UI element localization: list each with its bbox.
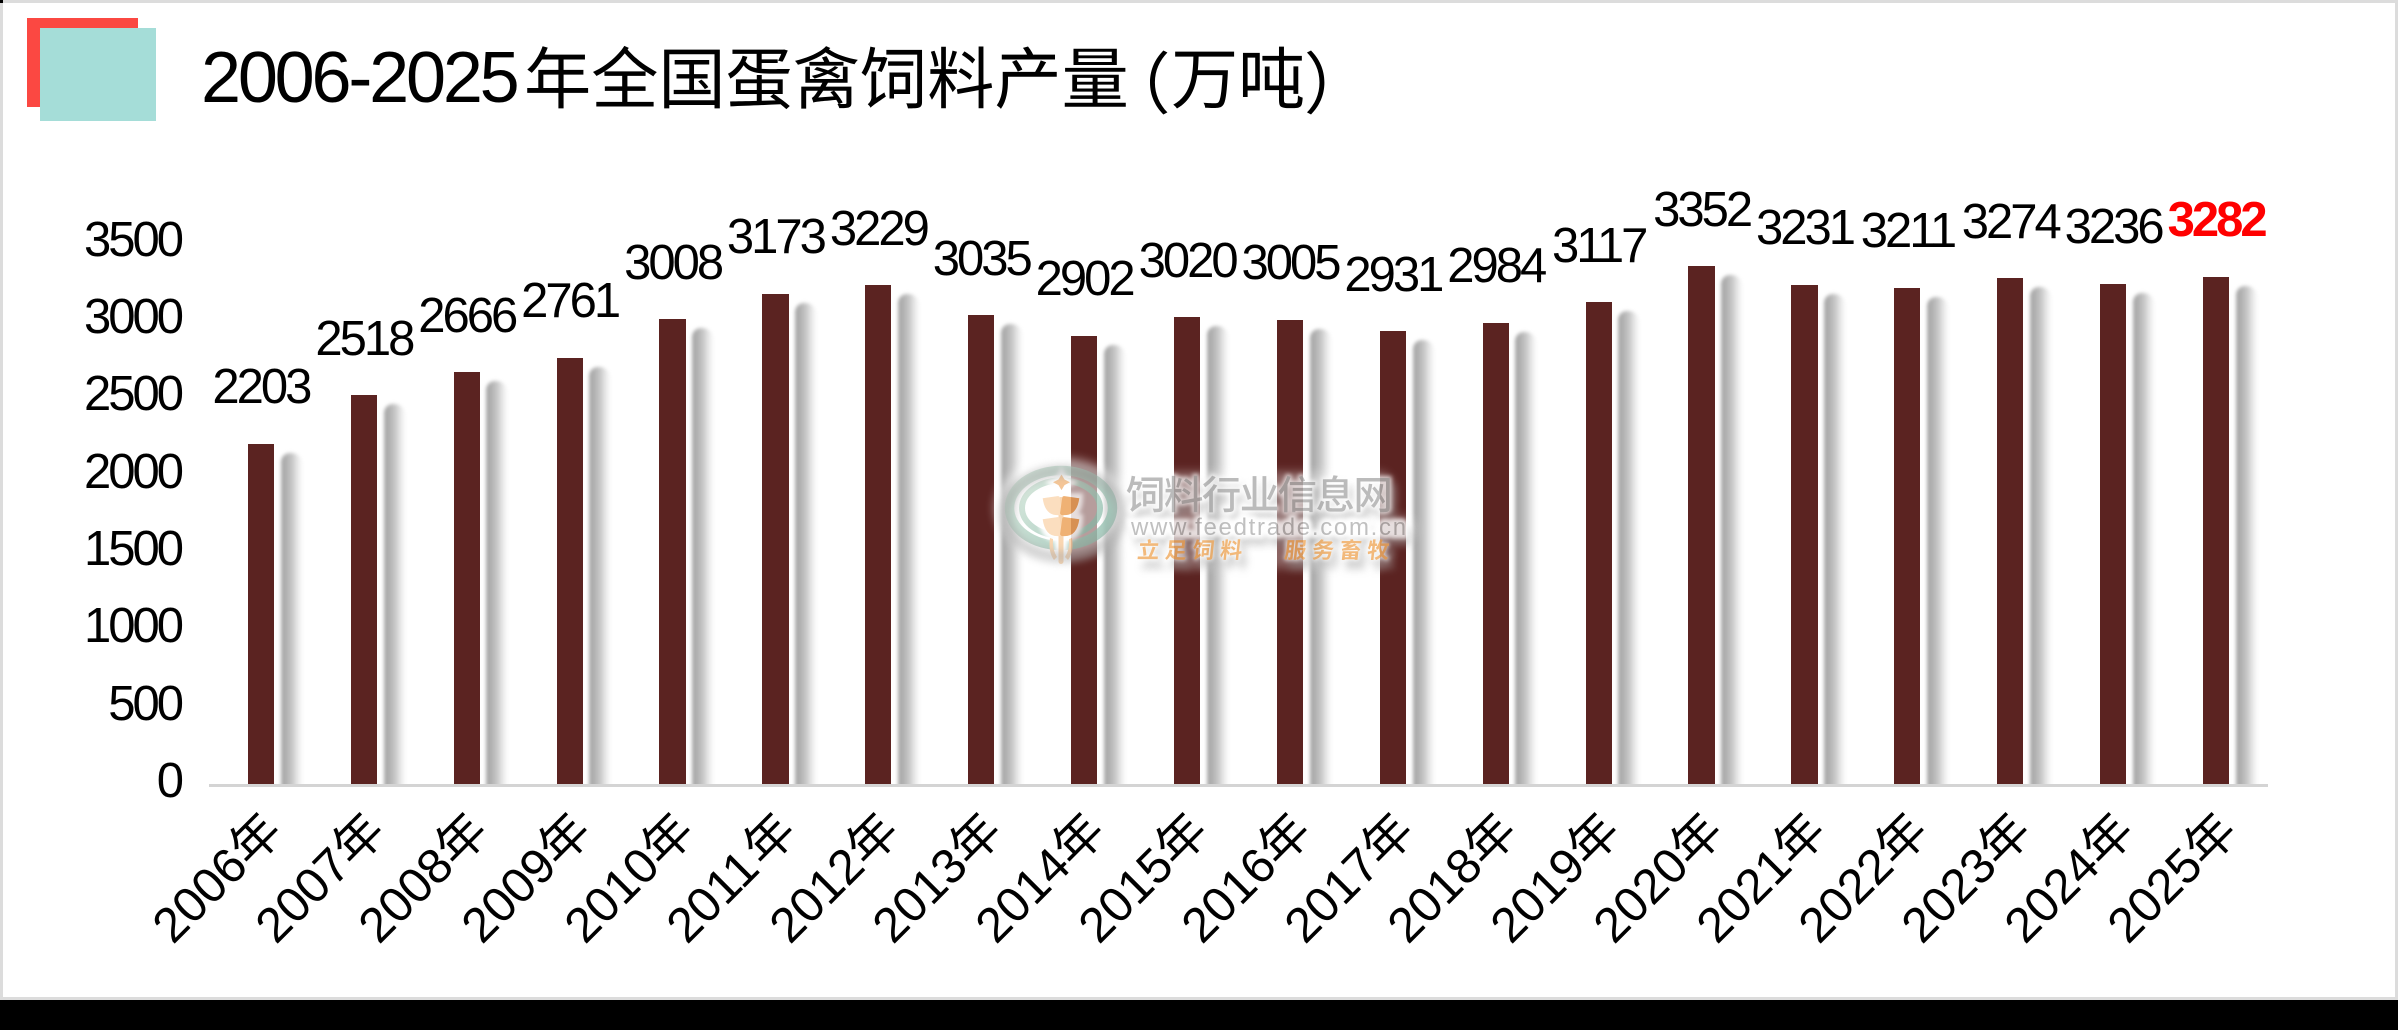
svg-text:www.feedtrade.com.cn: www.feedtrade.com.cn xyxy=(1130,514,1408,541)
svg-text:www.feedtrade.com.cn: www.feedtrade.com.cn xyxy=(1130,514,1408,541)
